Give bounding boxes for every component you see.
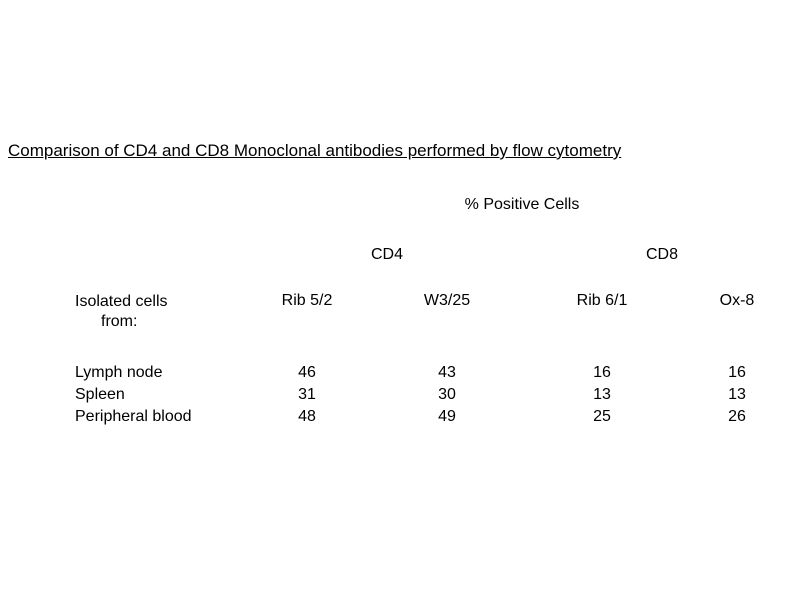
table-subtitle: % Positive Cells <box>464 196 580 213</box>
cell-value: 30 <box>438 386 456 403</box>
cell-value: 25 <box>593 408 611 425</box>
row-label-lymph-node: Lymph node <box>75 364 163 381</box>
cell-value: 16 <box>728 364 746 381</box>
column-header-ox8: Ox-8 <box>719 292 755 309</box>
row-label-spleen: Spleen <box>75 386 125 403</box>
column-header-rib61: Rib 6/1 <box>576 292 628 309</box>
cell-value: 46 <box>298 364 316 381</box>
table-title: Comparison of CD4 and CD8 Monoclonal ant… <box>8 141 622 160</box>
column-group-cd4: CD4 <box>370 246 403 263</box>
cell-value: 31 <box>298 386 316 403</box>
cell-value: 16 <box>593 364 611 381</box>
cell-value: 49 <box>438 408 456 425</box>
cell-value: 13 <box>593 386 611 403</box>
data-table: % Positive Cells CD4 CD8 Isolated cells … <box>75 196 797 430</box>
cell-value: 43 <box>438 364 456 381</box>
cell-value: 26 <box>728 408 746 425</box>
row-header-line2: from: <box>101 313 138 330</box>
row-header: Isolated cells from: <box>75 292 247 364</box>
column-header-w325: W3/25 <box>423 292 471 309</box>
row-header-line1: Isolated cells <box>75 293 168 310</box>
cell-value: 13 <box>728 386 746 403</box>
column-group-cd8: CD8 <box>645 246 678 263</box>
column-header-rib52: Rib 5/2 <box>281 292 333 309</box>
row-label-peripheral-blood: Peripheral blood <box>75 408 192 425</box>
cell-value: 48 <box>298 408 316 425</box>
